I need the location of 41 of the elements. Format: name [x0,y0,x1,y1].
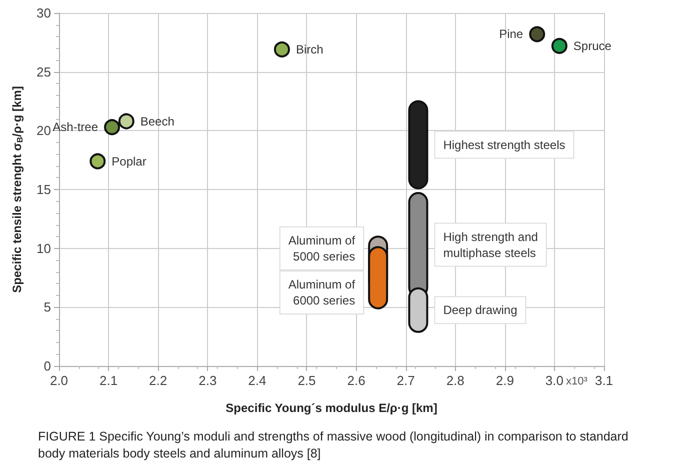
y-tick-label: 10 [36,240,51,256]
y-tick-label: 0 [44,358,51,374]
y-tick-label: 20 [36,123,51,138]
series-label: Poplar [112,154,146,168]
caption: FIGURE 1 Specific Young’s moduli and strengths of massive wood (longitudinal) in comparison to standard body materials body steels and aluminum alloys [8] [38,430,632,460]
point [274,41,290,58]
point [104,119,120,136]
point [118,113,134,130]
x-axis-title: Specific Young´s modulus E/ρ·g [km] [226,401,438,415]
x-tick-label: 2.4 [248,373,266,388]
series-label: Ash-tree [52,120,98,134]
point [90,153,106,170]
text: x10³ [566,376,588,388]
y-tick-label: 30 [36,6,51,20]
x-tick-label: 2.7 [396,373,415,388]
point [551,38,568,54]
y-axis-title: Specific tensile strenght σB/ρ·g [km] [10,86,24,293]
y-tick-label: 15 [36,182,51,197]
series-label: Pine [499,27,524,42]
series-label: High strength and multiphase steels [443,230,538,260]
x-tick-label: 2.9 [496,373,514,388]
y-tick-label: 25 [36,64,51,80]
x-tick-label: 2.5 [298,373,316,388]
x-tick-label: 2.0 [50,373,68,388]
x-tick-label: 2.2 [149,373,168,388]
x-tick-label: 2.6 [347,373,366,388]
series-label: Highest strength steels [443,138,566,152]
x-tick-label: 3.0 [545,373,564,388]
y-tick-label: 5 [44,300,51,315]
series-label: Deep drawing [443,303,518,318]
series-label: Aluminum of 5000 series [288,233,356,264]
series-label: Beech [140,114,174,128]
series-label: Birch [296,42,324,56]
series-label: Aluminum of 6000 series [288,277,356,308]
x-tick-label: 2.3 [198,373,217,388]
series-label: Spruce [573,38,612,53]
x-tick-label: 2.8 [446,373,464,388]
bar [408,100,428,190]
point [529,26,546,42]
x-tick-label: 3.1 [594,373,614,388]
x-tick-label: 2.1 [100,373,118,388]
